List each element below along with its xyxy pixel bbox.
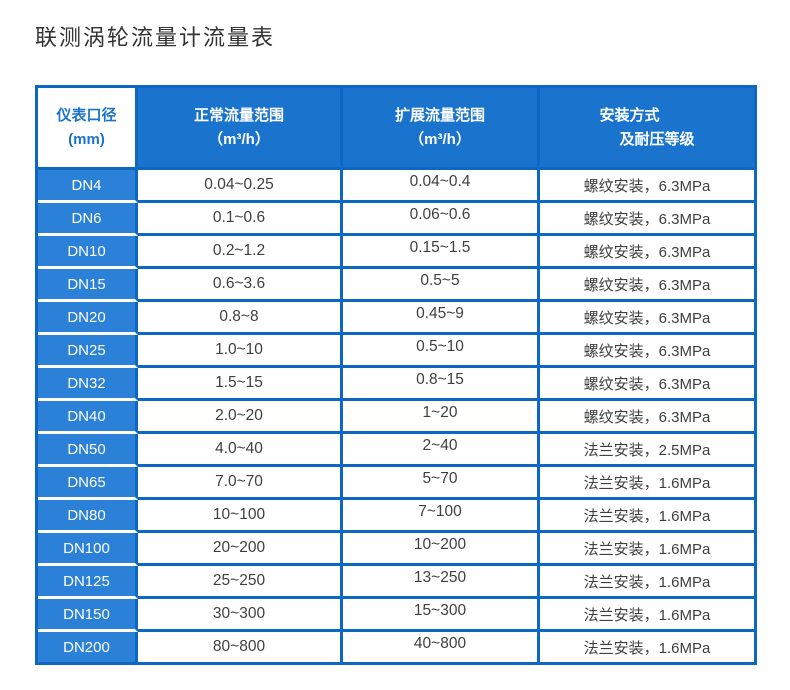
normal-range-cell: 20~200 <box>138 533 343 566</box>
diameter-cell: DN50 <box>38 434 138 467</box>
diameter-cell: DN40 <box>38 401 138 434</box>
installation-cell: 螺纹安装，6.3MPa <box>540 170 757 203</box>
header-installation-line2: 及耐压等级 <box>619 130 695 148</box>
table-row: DN100 20~200 10~200 法兰安装，1.6MPa <box>38 533 757 566</box>
diameter-cell: DN65 <box>38 467 138 500</box>
extended-range-cell: 0.45~9 <box>343 302 540 335</box>
header-diameter-line2: (mm) <box>68 130 105 148</box>
diameter-cell: DN100 <box>38 533 138 566</box>
diameter-cell: DN6 <box>38 203 138 236</box>
installation-cell: 螺纹安装，6.3MPa <box>540 269 757 302</box>
extended-range-cell: 0.5~10 <box>343 335 540 368</box>
installation-cell: 螺纹安装，6.3MPa <box>540 302 757 335</box>
installation-cell: 法兰安装，1.6MPa <box>540 599 757 632</box>
diameter-cell: DN200 <box>38 632 138 665</box>
normal-range-cell: 0.1~0.6 <box>138 203 343 236</box>
header-extended-range-line1: 扩展流量范围 <box>394 106 485 124</box>
installation-cell: 法兰安装，1.6MPa <box>540 533 757 566</box>
normal-range-cell: 80~800 <box>138 632 343 665</box>
extended-range-cell: 0.04~0.4 <box>343 170 540 203</box>
extended-range-cell: 13~250 <box>343 566 540 599</box>
table-row: DN20 0.8~8 0.45~9 螺纹安装，6.3MPa <box>38 302 757 335</box>
table-row: DN32 1.5~15 0.8~15 螺纹安装，6.3MPa <box>38 368 757 401</box>
table-row: DN150 30~300 15~300 法兰安装，1.6MPa <box>38 599 757 632</box>
diameter-cell: DN4 <box>38 170 138 203</box>
extended-range-cell: 0.06~0.6 <box>343 203 540 236</box>
header-normal-range-line1: 正常流量范围 <box>193 106 284 124</box>
flow-rate-table: 仪表口径 (mm) 正常流量范围 （m³/h） 扩展流量范围 （m³/h） 安装… <box>35 85 757 665</box>
normal-range-cell: 0.8~8 <box>138 302 343 335</box>
table-row: DN125 25~250 13~250 法兰安装，1.6MPa <box>38 566 757 599</box>
table-row: DN40 2.0~20 1~20 螺纹安装，6.3MPa <box>38 401 757 434</box>
installation-cell: 法兰安装，1.6MPa <box>540 467 757 500</box>
extended-range-cell: 40~800 <box>343 632 540 665</box>
installation-cell: 法兰安装，1.6MPa <box>540 632 757 665</box>
header-installation-line1: 安装方式 <box>599 106 660 124</box>
installation-cell: 螺纹安装，6.3MPa <box>540 401 757 434</box>
header-diameter: 仪表口径 (mm) <box>38 88 138 170</box>
header-diameter-line1: 仪表口径 <box>56 106 117 124</box>
header-normal-range-unit: （m³/h） <box>208 130 270 148</box>
extended-range-cell: 2~40 <box>343 434 540 467</box>
normal-range-cell: 10~100 <box>138 500 343 533</box>
header-installation: 安装方式 及耐压等级 <box>540 88 757 170</box>
diameter-cell: DN125 <box>38 566 138 599</box>
normal-range-cell: 4.0~40 <box>138 434 343 467</box>
normal-range-cell: 2.0~20 <box>138 401 343 434</box>
installation-cell: 螺纹安装，6.3MPa <box>540 236 757 269</box>
normal-range-cell: 0.04~0.25 <box>138 170 343 203</box>
table-row: DN50 4.0~40 2~40 法兰安装，2.5MPa <box>38 434 757 467</box>
normal-range-cell: 1.5~15 <box>138 368 343 401</box>
installation-cell: 螺纹安装，6.3MPa <box>540 203 757 236</box>
extended-range-cell: 15~300 <box>343 599 540 632</box>
diameter-cell: DN10 <box>38 236 138 269</box>
installation-cell: 螺纹安装，6.3MPa <box>540 335 757 368</box>
installation-cell: 法兰安装，1.6MPa <box>540 500 757 533</box>
normal-range-cell: 1.0~10 <box>138 335 343 368</box>
extended-range-cell: 0.15~1.5 <box>343 236 540 269</box>
diameter-cell: DN80 <box>38 500 138 533</box>
table-row: DN4 0.04~0.25 0.04~0.4 螺纹安装，6.3MPa <box>38 170 757 203</box>
normal-range-cell: 0.2~1.2 <box>138 236 343 269</box>
header-extended-range: 扩展流量范围 （m³/h） <box>343 88 540 170</box>
table-row: DN6 0.1~0.6 0.06~0.6 螺纹安装，6.3MPa <box>38 203 757 236</box>
header-extended-range-unit: （m³/h） <box>409 130 471 148</box>
diameter-cell: DN25 <box>38 335 138 368</box>
table-row: DN80 10~100 7~100 法兰安装，1.6MPa <box>38 500 757 533</box>
table-row: DN10 0.2~1.2 0.15~1.5 螺纹安装，6.3MPa <box>38 236 757 269</box>
table-row: DN25 1.0~10 0.5~10 螺纹安装，6.3MPa <box>38 335 757 368</box>
extended-range-cell: 1~20 <box>343 401 540 434</box>
table-row: DN65 7.0~70 5~70 法兰安装，1.6MPa <box>38 467 757 500</box>
normal-range-cell: 25~250 <box>138 566 343 599</box>
installation-cell: 螺纹安装，6.3MPa <box>540 368 757 401</box>
diameter-cell: DN20 <box>38 302 138 335</box>
diameter-cell: DN15 <box>38 269 138 302</box>
normal-range-cell: 7.0~70 <box>138 467 343 500</box>
table-row: DN200 80~800 40~800 法兰安装，1.6MPa <box>38 632 757 665</box>
normal-range-cell: 0.6~3.6 <box>138 269 343 302</box>
diameter-cell: DN150 <box>38 599 138 632</box>
table-row: DN15 0.6~3.6 0.5~5 螺纹安装，6.3MPa <box>38 269 757 302</box>
extended-range-cell: 0.5~5 <box>343 269 540 302</box>
extended-range-cell: 0.8~15 <box>343 368 540 401</box>
header-row: 仪表口径 (mm) 正常流量范围 （m³/h） 扩展流量范围 （m³/h） 安装… <box>38 88 757 170</box>
header-installation-block: 安装方式 及耐压等级 <box>599 104 694 152</box>
table-body: DN4 0.04~0.25 0.04~0.4 螺纹安装，6.3MPa DN6 0.1~0.… <box>38 170 757 665</box>
installation-cell: 法兰安装，1.6MPa <box>540 566 757 599</box>
extended-range-cell: 5~70 <box>343 467 540 500</box>
diameter-cell: DN32 <box>38 368 138 401</box>
extended-range-cell: 10~200 <box>343 533 540 566</box>
page-title: 联测涡轮流量计流量表 <box>35 25 276 50</box>
extended-range-cell: 7~100 <box>343 500 540 533</box>
installation-cell: 法兰安装，2.5MPa <box>540 434 757 467</box>
normal-range-cell: 30~300 <box>138 599 343 632</box>
header-normal-range: 正常流量范围 （m³/h） <box>138 88 343 170</box>
